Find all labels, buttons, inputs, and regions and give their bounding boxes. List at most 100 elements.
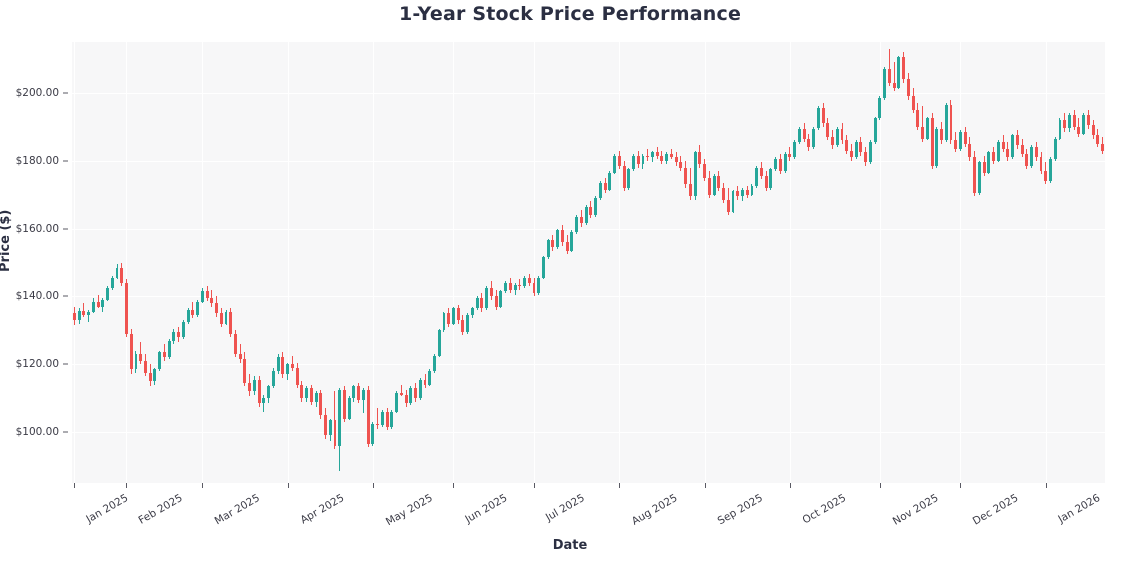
y-axis-tick-label: $160.00 bbox=[15, 222, 59, 235]
candlestick-body bbox=[376, 423, 380, 426]
candlestick-body bbox=[537, 277, 541, 293]
candlestick-body bbox=[589, 206, 593, 215]
candlestick-body bbox=[916, 109, 920, 127]
candlestick-body bbox=[807, 138, 811, 148]
gridline-vertical bbox=[789, 42, 791, 483]
candlestick-body bbox=[1030, 147, 1034, 166]
gridline-vertical bbox=[74, 42, 76, 483]
gridline-vertical bbox=[202, 42, 204, 483]
candlestick-body bbox=[357, 386, 361, 400]
candlestick-body bbox=[850, 150, 853, 158]
candlestick-body bbox=[613, 155, 617, 173]
candlestick-wick bbox=[211, 289, 213, 307]
candlestick-body bbox=[390, 411, 394, 427]
candlestick-body bbox=[674, 157, 678, 163]
candlestick-body bbox=[295, 367, 299, 385]
candlestick-body bbox=[518, 284, 522, 287]
x-axis-tick-label: Feb 2025 bbox=[137, 492, 186, 527]
candlestick-body bbox=[603, 182, 607, 190]
candlestick-body bbox=[1025, 153, 1029, 166]
gridline-vertical bbox=[453, 42, 455, 483]
candlestick-body bbox=[342, 389, 346, 419]
x-axis-tick-mark bbox=[879, 483, 881, 488]
candlestick-body bbox=[679, 162, 683, 168]
candlestick-body bbox=[1063, 120, 1067, 129]
candlestick-body bbox=[864, 152, 868, 163]
candlestick-body bbox=[523, 277, 526, 287]
candlestick-body bbox=[399, 393, 403, 395]
y-axis: Price ($) $100.00 $120.00 $140.00 $160.00 $1… bbox=[0, 42, 72, 483]
candlestick-body bbox=[646, 155, 650, 158]
candlestick-body bbox=[143, 360, 147, 373]
candlestick-wick bbox=[893, 62, 895, 92]
candlestick-body bbox=[821, 108, 825, 124]
candlestick-body bbox=[1067, 114, 1071, 129]
candlestick-body bbox=[996, 142, 1000, 161]
candlestick-body bbox=[868, 142, 872, 163]
candlestick-body bbox=[921, 126, 925, 139]
candlestick-body bbox=[973, 157, 977, 193]
candlestick-wick bbox=[163, 343, 165, 361]
candlestick-body bbox=[508, 282, 512, 290]
candlestick-body bbox=[546, 240, 550, 258]
y-axis-tick-label: $180.00 bbox=[15, 154, 59, 167]
candlestick-body bbox=[1072, 114, 1076, 127]
candlestick-body bbox=[305, 388, 309, 399]
candlestick-body bbox=[793, 142, 797, 158]
candlestick-body bbox=[1006, 148, 1010, 158]
candlestick-body bbox=[319, 393, 323, 416]
candlestick-body bbox=[101, 299, 105, 307]
candlestick-body bbox=[1034, 147, 1038, 158]
candlestick-body bbox=[826, 123, 830, 137]
candlestick-body bbox=[741, 189, 744, 197]
candlestick-wick bbox=[888, 48, 890, 87]
gridline-vertical bbox=[372, 42, 374, 483]
candlestick-body bbox=[96, 301, 100, 307]
page-title: 1-Year Stock Price Performance bbox=[398, 3, 742, 25]
candlestick-body bbox=[788, 153, 792, 158]
y-axis-title: Price ($) bbox=[0, 209, 13, 272]
candlestick-wick bbox=[239, 343, 241, 363]
candlestick-body bbox=[892, 82, 896, 88]
candlestick-body bbox=[262, 398, 266, 404]
candlestick-body bbox=[641, 155, 645, 165]
x-axis-tick-mark bbox=[126, 483, 128, 488]
x-axis-tick-mark bbox=[287, 483, 289, 488]
candlestick-body bbox=[669, 153, 673, 158]
x-axis-tick-mark bbox=[74, 483, 76, 488]
candlestick-body bbox=[731, 191, 735, 212]
candlestick-body bbox=[527, 277, 531, 283]
candlestick-wick bbox=[88, 309, 90, 322]
candlestick-body bbox=[783, 153, 787, 171]
candlestick-body bbox=[77, 310, 81, 321]
gridline-vertical bbox=[879, 42, 881, 483]
candlestick-body bbox=[878, 97, 882, 119]
candlestick-body bbox=[684, 167, 688, 185]
gridline-vertical bbox=[1045, 42, 1047, 483]
candlestick-body bbox=[963, 131, 967, 144]
candlestick-body bbox=[447, 313, 451, 324]
candlestick-body bbox=[726, 199, 730, 212]
candlestick-body bbox=[513, 284, 517, 290]
candlestick-body bbox=[205, 291, 209, 299]
candlestick-body bbox=[764, 175, 768, 188]
candlestick-body bbox=[655, 152, 659, 156]
y-axis-tick-mark bbox=[63, 295, 68, 297]
candlestick-body bbox=[504, 282, 508, 292]
candlestick-body bbox=[1077, 126, 1081, 134]
candlestick-body bbox=[579, 216, 583, 224]
candlestick-body bbox=[129, 333, 133, 370]
candlestick-body bbox=[1015, 135, 1019, 146]
candlestick-body bbox=[745, 189, 749, 195]
x-axis-tick-mark bbox=[1045, 483, 1047, 488]
candlestick-body bbox=[442, 313, 446, 331]
candlestick-body bbox=[816, 108, 820, 129]
x-axis-tick-label: Apr 2025 bbox=[298, 492, 346, 527]
x-axis-tick-label: Sep 2025 bbox=[715, 492, 765, 528]
x-axis-tick-mark bbox=[704, 483, 706, 488]
candlestick-body bbox=[636, 155, 640, 165]
candlestick-body bbox=[167, 340, 171, 358]
candlestick-body bbox=[712, 175, 716, 195]
candlestick-body bbox=[556, 230, 560, 248]
candlestick-body bbox=[954, 140, 958, 149]
